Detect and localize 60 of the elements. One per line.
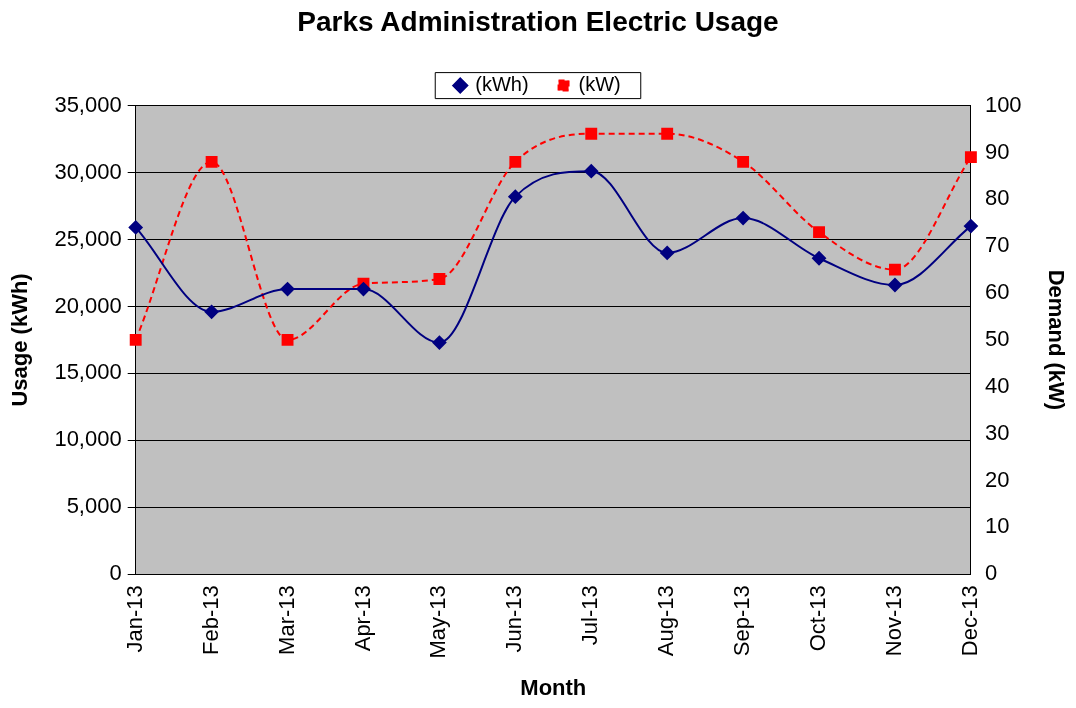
point — [963, 219, 978, 234]
x-tick-label: Oct-13 — [805, 585, 831, 652]
point — [281, 333, 294, 346]
point — [661, 127, 674, 140]
y-tick-label: 15,000 — [54, 359, 122, 385]
x-tick-label: Aug-13 — [653, 585, 679, 657]
point — [887, 278, 902, 293]
y2-tick-label: 70 — [984, 232, 1010, 258]
point — [813, 226, 825, 239]
y2-tick-label: 60 — [984, 279, 1010, 305]
point — [585, 127, 598, 140]
y2-tick-label: 20 — [984, 466, 1010, 492]
point — [964, 151, 977, 164]
point — [508, 189, 523, 204]
x-tick-label: Sep-13 — [729, 585, 755, 657]
y2-axis-title: Demand (kW) — [1043, 269, 1069, 411]
x-tick-label: Jun-13 — [501, 585, 527, 653]
point — [889, 263, 901, 276]
x-tick-label: Jul-13 — [577, 585, 603, 646]
y2-tick-label: 30 — [984, 419, 1010, 445]
y2-tick-label: 100 — [984, 91, 1022, 117]
y-tick-label: 5,000 — [66, 493, 122, 519]
point — [660, 245, 675, 260]
x-tick-label: Dec-13 — [956, 585, 982, 657]
point — [204, 304, 219, 319]
y2-tick-label: 40 — [984, 372, 1010, 398]
x-tick-label: May-13 — [425, 585, 451, 659]
point — [812, 251, 827, 266]
y-tick-label: 20,000 — [54, 292, 122, 318]
x-tick-label: Jan-13 — [121, 585, 147, 653]
point — [356, 282, 371, 297]
point — [737, 155, 750, 168]
y-axis-title: Usage (kWh) — [7, 273, 33, 407]
y2-tick-label: 10 — [984, 513, 1010, 539]
point — [584, 164, 599, 179]
chart-title: Parks Administration Electric Usage — [297, 5, 779, 37]
point — [129, 333, 142, 346]
x-tick-label: Feb-13 — [197, 585, 223, 655]
y-tick-label: 25,000 — [54, 225, 122, 251]
point — [280, 282, 295, 297]
y-tick-label: 35,000 — [54, 91, 122, 117]
point — [433, 273, 446, 285]
legend-label: (kWh) — [475, 73, 529, 96]
x-tick-label: Apr-13 — [349, 585, 375, 652]
y2-tick-label: 80 — [984, 185, 1010, 211]
y2-tick-label: 50 — [984, 325, 1010, 351]
point — [736, 211, 751, 226]
y-tick-label: 0 — [109, 560, 122, 586]
point — [509, 155, 522, 168]
point — [205, 155, 218, 168]
y-tick-label: 10,000 — [54, 426, 122, 452]
point — [128, 220, 143, 235]
y-tick-label: 30,000 — [54, 158, 122, 184]
legend-label: (kW) — [578, 73, 621, 96]
y2-tick-label: 90 — [984, 138, 1010, 164]
y2-tick-label: 0 — [984, 560, 998, 586]
x-tick-label: Mar-13 — [273, 585, 299, 655]
x-axis-title: Month — [520, 674, 587, 700]
point — [432, 335, 447, 350]
x-tick-label: Nov-13 — [881, 585, 907, 657]
